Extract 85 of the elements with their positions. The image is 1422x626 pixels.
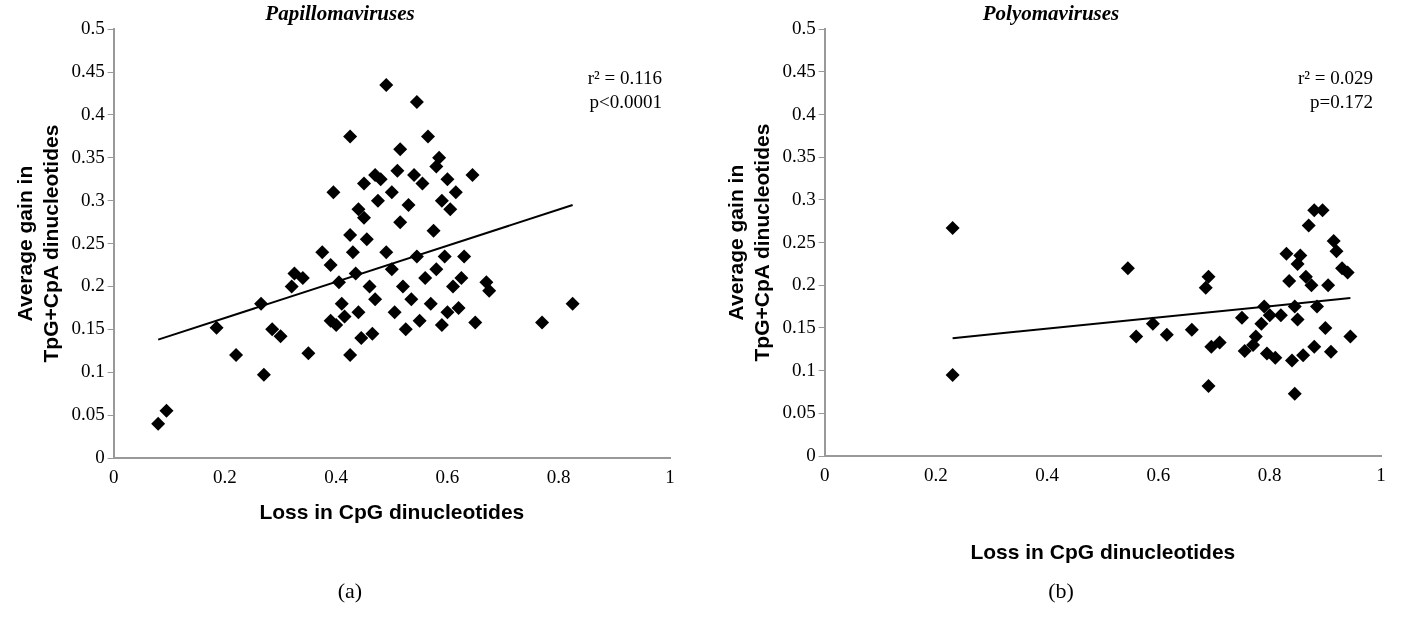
- point: [1145, 316, 1160, 331]
- point: [1257, 299, 1272, 314]
- y-tick-label: 0.15: [782, 315, 816, 337]
- point: [1323, 344, 1338, 359]
- x-axis-title: Loss in CpG dinucleotides: [970, 540, 1236, 564]
- point: [1287, 299, 1302, 314]
- point: [1201, 269, 1216, 284]
- y-axis-title: Average gain in TpG+CpA dinucleotides: [13, 124, 62, 363]
- y-tick-label: 0.1: [791, 358, 816, 380]
- chart-title: Papillomaviruses: [264, 1, 415, 26]
- annotation: r² = 0.029: [1298, 66, 1373, 88]
- point: [1237, 344, 1252, 359]
- point: [1212, 335, 1227, 350]
- point: [1268, 350, 1283, 365]
- y-axis-title: Average gain in TpG+CpA dinucleotides: [724, 123, 773, 362]
- x-tick-label: 0.4: [324, 466, 349, 488]
- text: (a): [336, 578, 364, 604]
- point: [1287, 386, 1302, 401]
- point: [1304, 278, 1319, 293]
- point: [1159, 327, 1174, 342]
- point: [1310, 299, 1325, 314]
- y-tick-label: 0.2: [80, 274, 105, 296]
- x-tick-label: 0.2: [924, 464, 948, 486]
- point: [1343, 329, 1358, 344]
- x-tick-label: 0.2: [213, 466, 237, 488]
- text: (b): [1047, 578, 1075, 604]
- point: [1340, 265, 1355, 280]
- y-tick-label: 0.3: [80, 188, 105, 210]
- point: [1262, 308, 1277, 323]
- chart-title: Polyomaviruses: [981, 1, 1120, 26]
- x-tick-label: 1: [1376, 464, 1386, 486]
- point: [945, 221, 960, 236]
- y-tick-label: 0: [95, 445, 105, 467]
- point: [1298, 269, 1313, 284]
- point: [1129, 329, 1144, 344]
- point: [1120, 261, 1135, 276]
- point: [1282, 274, 1297, 289]
- x-tick-label: 0.6: [1146, 464, 1171, 486]
- point: [1321, 278, 1336, 293]
- y-tick-label: 0.35: [782, 145, 816, 167]
- point: [1318, 320, 1333, 335]
- y-tick-label: 0.1: [80, 360, 105, 382]
- point: [1184, 322, 1199, 337]
- x-tick-label: 0.8: [546, 466, 571, 488]
- y-tick-label: 0.2: [791, 273, 816, 295]
- point: [1301, 218, 1316, 233]
- point: [1234, 310, 1249, 325]
- y-tick-label: 0.5: [791, 17, 816, 39]
- point: [1326, 233, 1341, 248]
- point: [1329, 244, 1344, 259]
- y-tick-label: 0.4: [791, 102, 817, 124]
- y-tick-label: 0.15: [71, 317, 105, 339]
- point: [1254, 316, 1269, 331]
- y-tick-label: 0.3: [791, 187, 816, 209]
- x-tick-label: 1: [665, 466, 675, 488]
- point: [1307, 339, 1322, 354]
- y-tick-label: 0.45: [782, 59, 816, 81]
- y-tick-label: 0.5: [80, 17, 105, 39]
- y-tick-label: 0.05: [782, 401, 816, 423]
- y-tick-label: 0: [806, 443, 816, 465]
- x-axis-title: Loss in CpG dinucleotides: [259, 500, 525, 524]
- annotation: p=0.172: [1310, 90, 1373, 112]
- x-tick-label: 0.6: [435, 466, 460, 488]
- y-tick-label: 0.25: [782, 230, 816, 252]
- point: [1204, 339, 1219, 354]
- point: [1198, 280, 1213, 295]
- y-tick-label: 0.25: [71, 231, 105, 253]
- y-tick-label: 0.05: [71, 403, 105, 425]
- y-tick-label: 0.45: [71, 60, 105, 82]
- point: [945, 367, 960, 382]
- x-tick-label: 0.8: [1257, 464, 1282, 486]
- annotation: p<0.0001: [589, 90, 662, 112]
- annotation: r² = 0.116: [587, 66, 662, 88]
- point: [1290, 312, 1305, 327]
- y-tick-label: 0.4: [80, 102, 106, 124]
- x-tick-label: 0.4: [1035, 464, 1060, 486]
- point: [1201, 379, 1216, 394]
- point: [1284, 353, 1299, 368]
- y-tick-label: 0.35: [71, 145, 105, 167]
- point: [1293, 248, 1308, 263]
- point: [1279, 246, 1294, 261]
- point: [1248, 329, 1263, 344]
- point: [1296, 348, 1311, 363]
- point: [1259, 346, 1274, 361]
- point: [1273, 308, 1288, 323]
